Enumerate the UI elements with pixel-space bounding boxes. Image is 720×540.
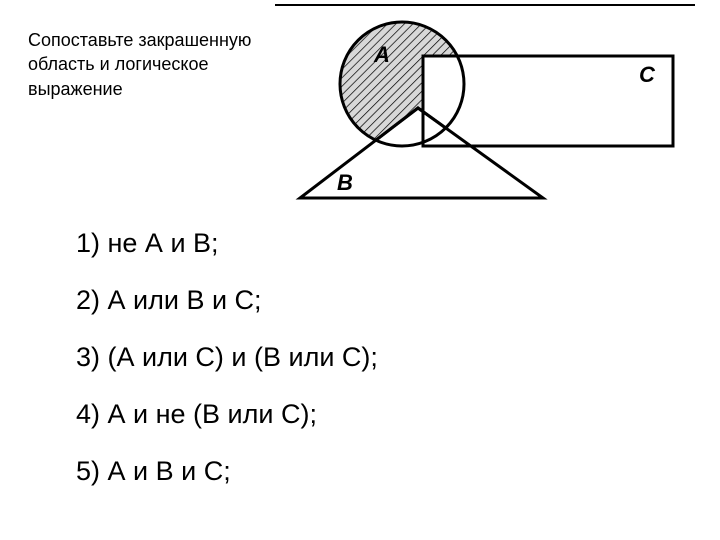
option-3: 3) (А или С) и (В или С); bbox=[76, 344, 676, 371]
venn-diagram: A B C bbox=[275, 0, 695, 205]
label-c: C bbox=[639, 62, 656, 87]
diagram-svg: A B C bbox=[275, 0, 695, 205]
option-2: 2) А или В и С; bbox=[76, 287, 676, 314]
option-4: 4) А и не (В или С); bbox=[76, 401, 676, 428]
option-1: 1) не А и В; bbox=[76, 230, 676, 257]
option-5: 5) А и В и С; bbox=[76, 458, 676, 485]
instruction-text: Сопоставьте закрашенную область и логиче… bbox=[28, 28, 268, 101]
options-list: 1) не А и В; 2) А или В и С; 3) (А или С… bbox=[76, 230, 676, 515]
header-row: Сопоставьте закрашенную область и логиче… bbox=[0, 0, 720, 210]
label-b: B bbox=[337, 170, 353, 195]
label-a: A bbox=[373, 42, 390, 67]
